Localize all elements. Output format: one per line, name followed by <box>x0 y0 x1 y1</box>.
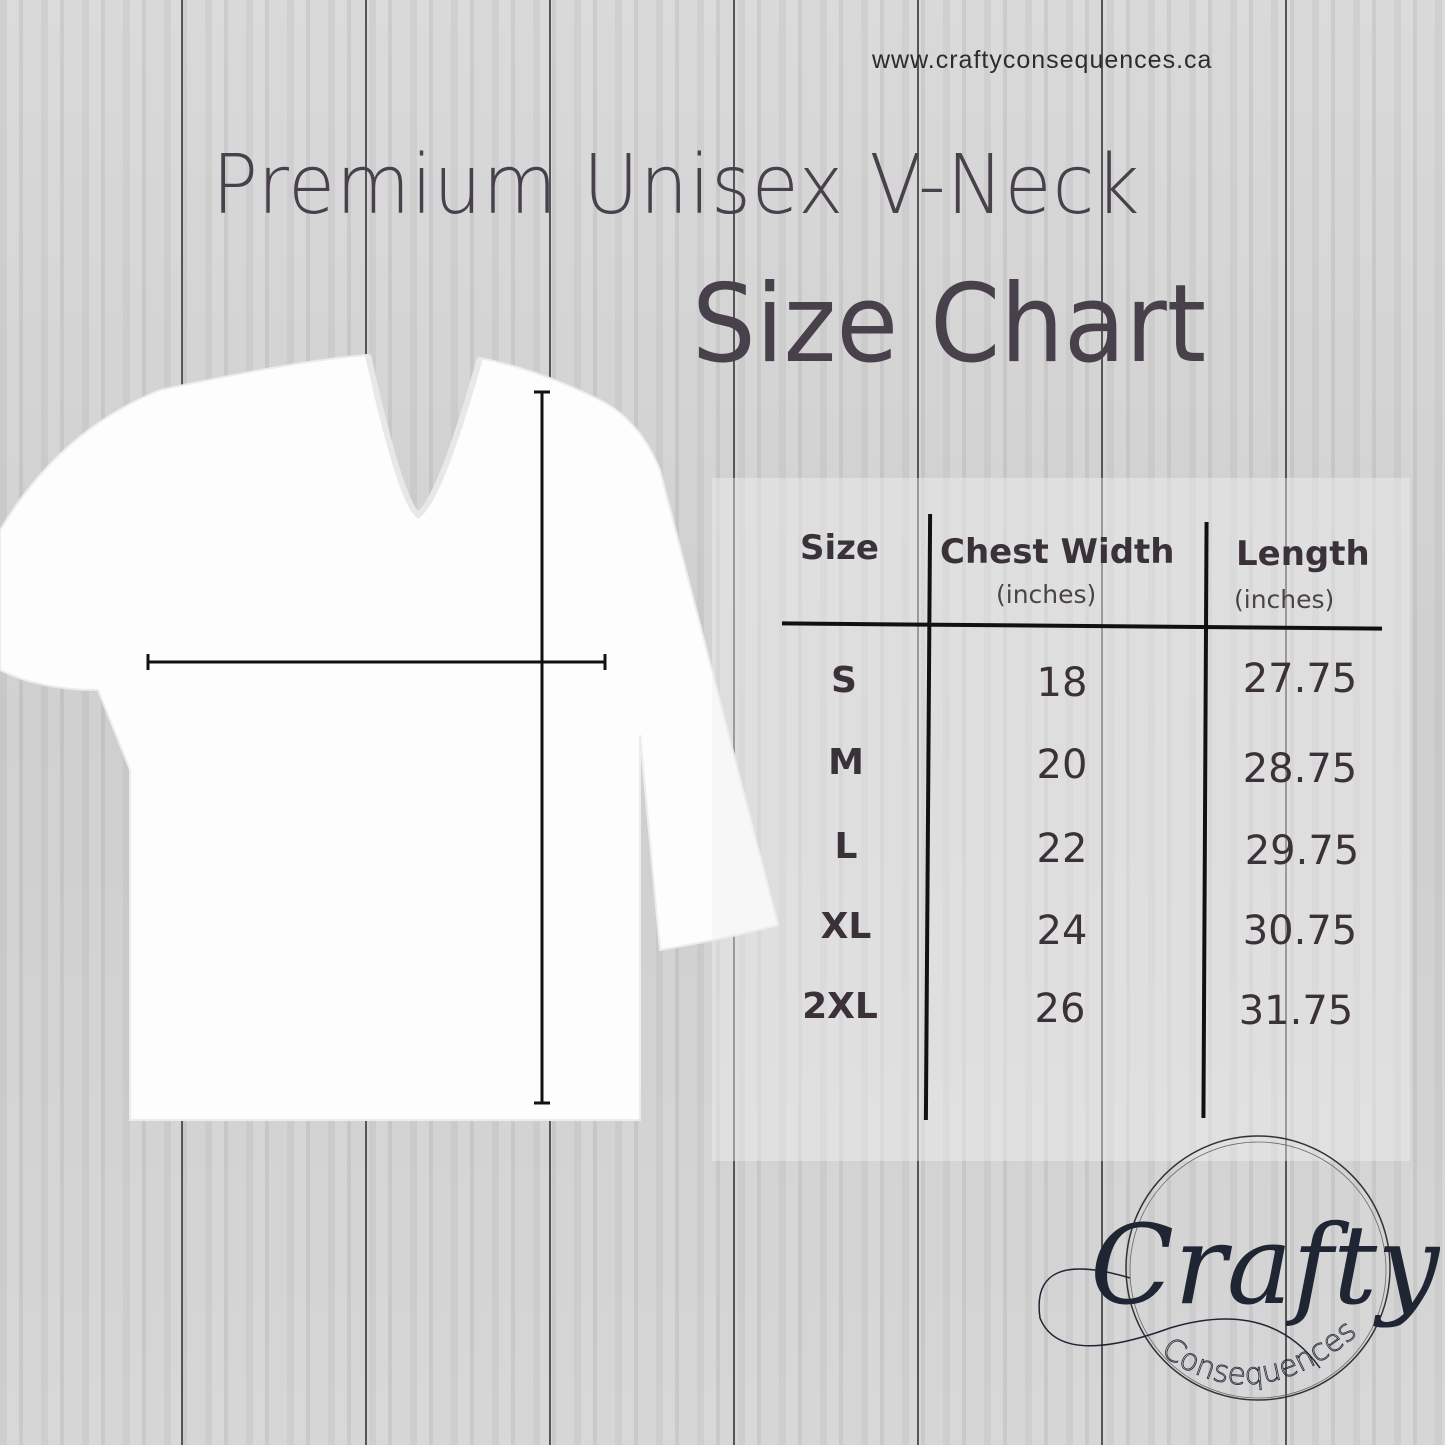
size-cell: L <box>834 826 858 867</box>
crafty-consequences-logo: Crafty Consequences <box>1038 1135 1440 1401</box>
size-table-panel <box>712 478 1410 1161</box>
length-cell: 31.75 <box>1238 988 1354 1034</box>
length-cell: 30.75 <box>1242 908 1358 954</box>
size-cell: M <box>828 742 864 783</box>
header-length-unit: (inches) <box>1234 585 1335 614</box>
chest-cell: 20 <box>1036 742 1088 788</box>
chest-cell: 26 <box>1034 986 1086 1032</box>
product-title: Premium Unisex V-Neck <box>212 138 1141 233</box>
chest-cell: 22 <box>1036 826 1088 872</box>
size-cell: 2XL <box>802 986 878 1027</box>
chart-title: Size Chart <box>692 262 1207 387</box>
chest-cell: 24 <box>1036 908 1088 954</box>
length-cell: 28.75 <box>1242 746 1358 792</box>
chest-cell: 18 <box>1036 660 1088 706</box>
size-cell: XL <box>820 906 872 947</box>
header-length: Length <box>1236 534 1370 574</box>
header-chest: Chest Width <box>940 532 1175 572</box>
tshirt-illustration <box>0 353 780 1121</box>
length-cell: 29.75 <box>1244 828 1360 874</box>
length-cell: 27.75 <box>1242 656 1358 702</box>
website-url: www.craftyconsequences.ca <box>872 46 1213 74</box>
logo-main-text: Crafty <box>1090 1201 1440 1329</box>
header-size: Size <box>800 528 879 568</box>
header-chest-unit: (inches) <box>996 580 1097 609</box>
size-cell: S <box>831 660 857 701</box>
